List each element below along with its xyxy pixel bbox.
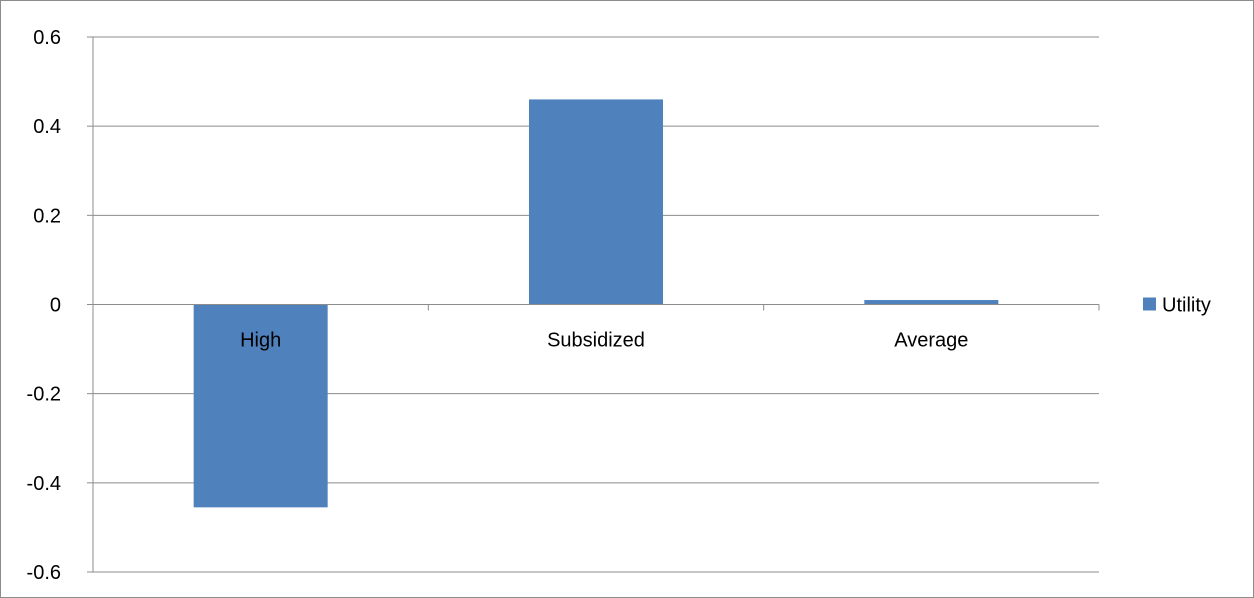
y-axis: 0.6 0.4 0.2 0 -0.2 -0.4 -0.6: [27, 27, 94, 584]
y-tick-label: -0.2: [27, 384, 61, 406]
x-axis: [92, 304, 1100, 311]
y-tick-label: 0.4: [33, 116, 61, 138]
bar-high: [193, 304, 328, 508]
legend-label: Utility: [1162, 295, 1211, 317]
y-tick-label: -0.6: [27, 562, 61, 584]
y-tick-label: 0.6: [33, 27, 61, 49]
category-label: Subsidized: [547, 330, 645, 352]
y-tick-label: 0: [50, 295, 61, 317]
category-labels: High Subsidized Average: [240, 330, 968, 352]
category-label: High: [240, 330, 281, 352]
bar-average: [864, 300, 999, 305]
category-label: Average: [894, 330, 968, 352]
y-tick-label: -0.4: [27, 473, 61, 495]
legend: Utility: [1143, 295, 1211, 317]
bars: [193, 99, 999, 508]
legend-swatch: [1143, 297, 1156, 311]
y-tick-label: 0.2: [33, 205, 61, 227]
bar-subsidized: [529, 99, 663, 305]
